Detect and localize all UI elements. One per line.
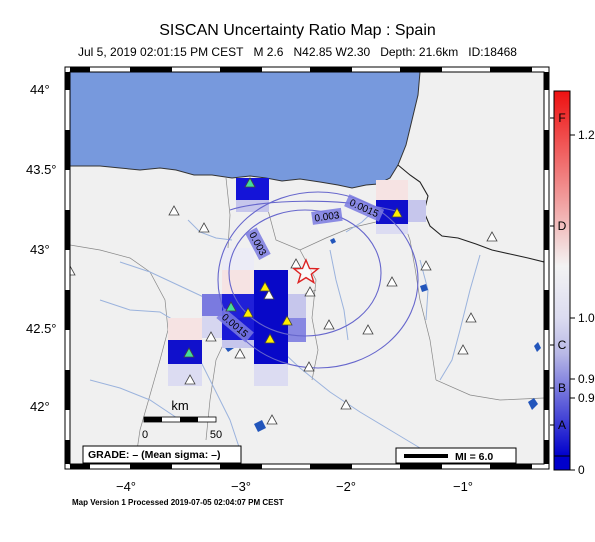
station-triangle-icon [457, 344, 469, 355]
processing-footer: Map Version 1 Processed 2019-07-05 02:04… [72, 498, 284, 507]
station-triangle-icon [205, 331, 217, 342]
station-triangle-icon [168, 205, 180, 216]
station-triangle-icon [264, 333, 276, 344]
colorbar: F D C B A 1.2 1.0 0.9 0.9 0 [550, 90, 595, 477]
colorbar-value: 1.0 [578, 311, 595, 325]
map-frame [64, 66, 550, 470]
station-triangle-icon [70, 265, 76, 276]
grid-cell [408, 200, 426, 222]
grid-cell [168, 340, 202, 364]
colorbar-value: 0.9 [578, 391, 595, 405]
grid-cell [236, 178, 269, 200]
colorbar-grade: C [558, 338, 567, 352]
scale-label: 50 [210, 429, 222, 441]
scale-label: 0 [142, 429, 148, 441]
station-triangle-icon [304, 286, 316, 297]
station-triangle-icon [198, 222, 210, 233]
lat-tick-label: 44° [30, 82, 50, 97]
event-magnitude: M 2.6 [253, 45, 284, 59]
grid-cell [288, 318, 306, 342]
grid-cell [202, 294, 222, 316]
mi-legend-text: MI = 6.0 [455, 451, 493, 463]
station-triangle-icon [386, 276, 398, 287]
event-depth: Depth: 21.6km [380, 45, 459, 59]
lat-tick-label: 43.5° [26, 162, 57, 177]
grid-cell [222, 340, 254, 348]
grid-cell [222, 248, 254, 270]
colorbar-value: 0.9 [578, 372, 595, 386]
scale-unit: km [171, 398, 188, 413]
station-triangle-icon [362, 324, 374, 335]
grid-cell [254, 364, 288, 386]
colorbar-grade: A [558, 418, 566, 432]
colorbar-value: 0 [578, 463, 585, 477]
lat-axis: 44° 43.5° 43° 42.5° 42° [26, 82, 57, 414]
sea-area [70, 72, 420, 188]
colorbar-grade: F [558, 111, 565, 125]
station-triangle-icon [486, 231, 498, 242]
uncertainty-cells [168, 178, 426, 386]
lon-tick-label: −1° [453, 479, 473, 494]
grid-cell [376, 224, 408, 234]
lon-axis: −4° −3° −2° −1° [116, 479, 473, 494]
epicenter-star-icon [292, 258, 320, 285]
grid-cell [168, 318, 202, 340]
lon-tick-label: −2° [336, 479, 356, 494]
lon-tick-label: −4° [116, 479, 136, 494]
scale-bar: km 0 50 [142, 398, 222, 441]
grid-cell [254, 270, 288, 294]
map-title: SISCAN Uncertainty Ratio Map : Spain [159, 22, 436, 39]
national-border [397, 164, 544, 263]
station-triangle-icon [340, 399, 352, 410]
event-location: N42.85 W2.30 [293, 45, 371, 59]
grid-cell [168, 364, 202, 386]
contour-labels: 0.003 0.003 0.0015 0.0015 [216, 194, 385, 343]
station-triangle-icon [266, 414, 278, 425]
lat-tick-label: 42.5° [26, 321, 57, 336]
grid-cell [202, 316, 222, 338]
grade-text: GRADE: – (Mean sigma: –) [88, 449, 220, 461]
grid-cell [222, 270, 254, 294]
station-triangle-icon [234, 348, 246, 359]
event-info-line: Jul 5, 2019 02:01:15 PM CEST M 2.6 N42.8… [0, 45, 595, 59]
colorbar-value: 1.2 [578, 128, 595, 142]
grid-cell [254, 342, 288, 364]
grid-cell [236, 200, 269, 212]
lon-tick-label: −3° [231, 479, 251, 494]
lat-tick-label: 42° [30, 399, 50, 414]
station-triangle-icon [420, 260, 432, 271]
station-triangle-icon [263, 289, 275, 300]
event-id: ID:18468 [468, 45, 517, 59]
colorbar-grade: B [558, 381, 566, 395]
station-triangle-icon [465, 312, 477, 323]
colorbar-grade: D [558, 219, 567, 233]
contour-label: 0.003 [314, 210, 341, 224]
station-triangle-icon [303, 361, 315, 372]
station-triangle-icon [281, 315, 293, 326]
event-date: Jul 5, 2019 02:01:15 PM CEST [78, 45, 244, 59]
station-triangle-icon [259, 281, 271, 292]
grid-cell [376, 180, 408, 200]
station-triangle-icon [244, 177, 256, 188]
station-triangle-icon [323, 319, 335, 330]
grade-box: GRADE: – (Mean sigma: –) [82, 445, 242, 464]
station-triangle-icon [184, 374, 196, 385]
station-triangle-icon [290, 258, 302, 269]
station-triangle-icon [242, 307, 254, 318]
station-triangle-icon [225, 301, 237, 312]
station-triangle-icon [183, 347, 195, 358]
grid-cell [288, 294, 306, 318]
mi-legend: MI = 6.0 [395, 447, 517, 464]
station-triangle-icon [391, 207, 403, 218]
stations [70, 177, 498, 425]
lat-tick-label: 43° [30, 242, 50, 257]
